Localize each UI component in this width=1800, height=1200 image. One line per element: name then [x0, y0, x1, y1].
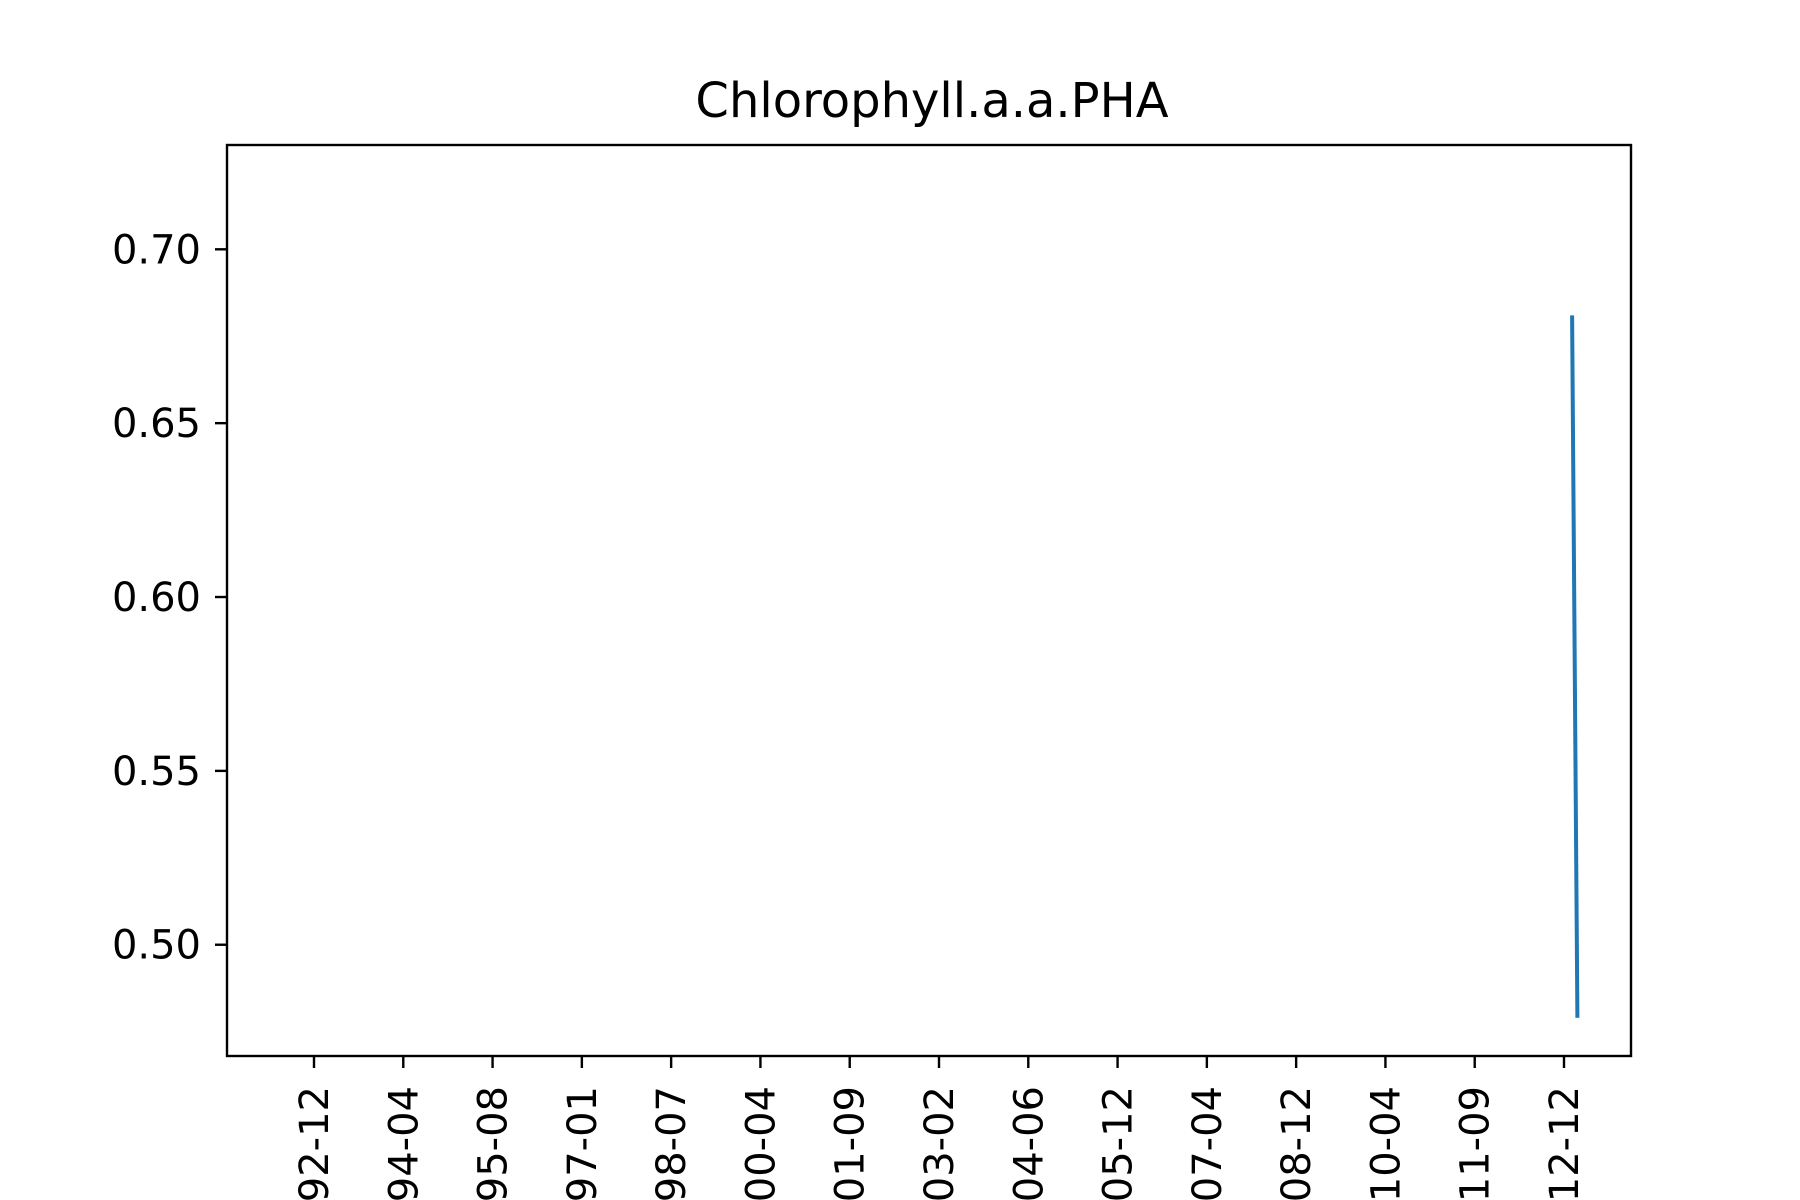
x-tick-label: 11-09: [1453, 1086, 1499, 1200]
x-tick-label: 07-04: [1185, 1086, 1231, 1200]
x-tick-label: 10-04: [1363, 1086, 1409, 1200]
y-tick-label: 0.60: [112, 575, 201, 621]
y-tick-label: 0.55: [112, 749, 201, 795]
series-line: [1570, 315, 1580, 1018]
chart-title: Chlorophyll.a.a.PHA: [695, 73, 1168, 129]
y-tick-label: 0.70: [112, 227, 201, 273]
x-tick-label: 12-12: [1542, 1086, 1588, 1200]
x-tick-label: 94-04: [381, 1086, 427, 1200]
x-tick-label: 01-09: [828, 1086, 874, 1200]
y-tick-label: 0.65: [112, 401, 201, 447]
x-tick-label: 04-06: [1006, 1086, 1052, 1200]
x-tick-label: 95-08: [471, 1086, 517, 1200]
plot-frame: [225, 143, 1633, 1058]
x-tick-label: 05-12: [1096, 1086, 1142, 1200]
y-tick-label: 0.50: [112, 923, 201, 969]
x-tick-label: 00-04: [738, 1086, 784, 1200]
axes: 0.70 0.65 0.60 0.55 0.50 92-12 94-04 95-08 97-01…: [112, 227, 1588, 1200]
x-tick-label: 97-01: [560, 1086, 606, 1200]
x-tick-label: 03-02: [917, 1086, 963, 1200]
x-tick-label: 98-07: [649, 1086, 695, 1200]
x-tick-label: 08-12: [1274, 1086, 1320, 1200]
series-layer: [1570, 315, 1580, 1018]
x-tick-label: 92-12: [292, 1086, 338, 1200]
